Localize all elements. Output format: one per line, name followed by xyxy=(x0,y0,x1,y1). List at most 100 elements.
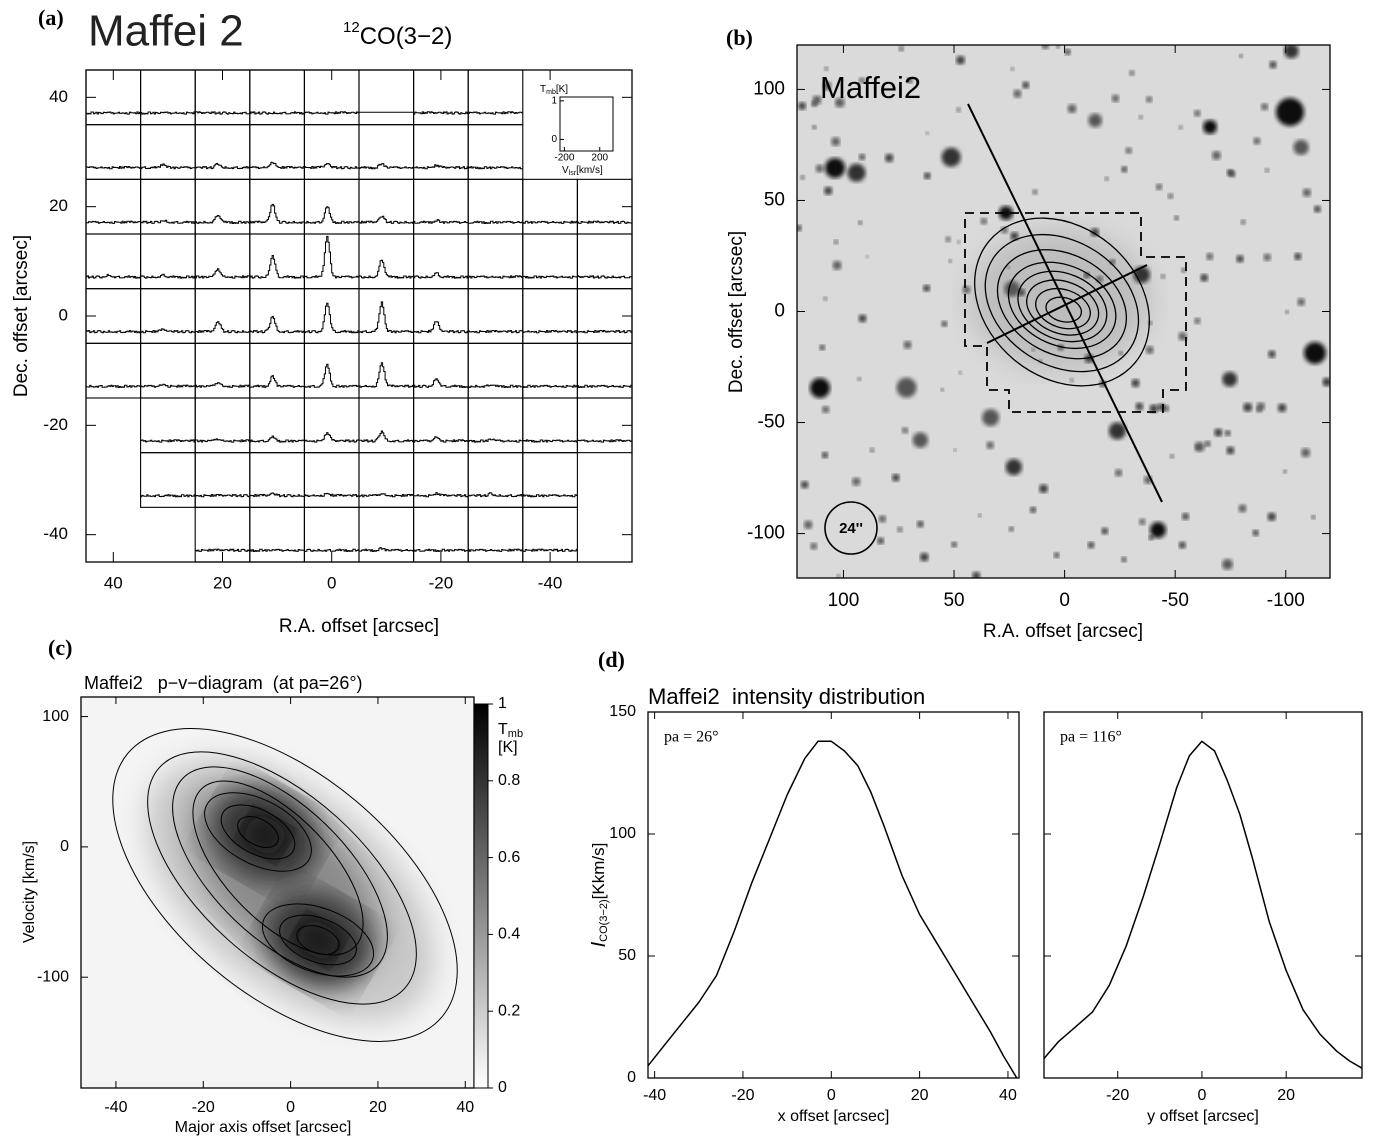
spectrum xyxy=(522,275,578,279)
star xyxy=(1238,54,1243,58)
spectrum xyxy=(249,548,305,552)
spectrum-cell xyxy=(140,288,196,344)
star xyxy=(800,480,809,489)
spectrum-cell xyxy=(85,124,142,180)
x-tick-label: -20 xyxy=(192,1099,215,1116)
contour xyxy=(1026,279,1100,336)
annotation: pa = 116° xyxy=(1060,729,1122,746)
spectrum-cell xyxy=(358,452,415,508)
star xyxy=(892,473,900,482)
star xyxy=(1088,113,1102,128)
spectrum-cell xyxy=(576,342,633,399)
star xyxy=(1174,215,1179,221)
star xyxy=(822,405,830,414)
star xyxy=(1181,267,1187,273)
star xyxy=(857,220,863,225)
star xyxy=(1139,518,1146,525)
spectrum xyxy=(468,111,523,115)
star xyxy=(1206,253,1214,261)
spectrum-cell xyxy=(358,288,415,344)
bright-star xyxy=(1276,98,1304,126)
inset-y-tick-label: 1 xyxy=(551,95,557,106)
star xyxy=(1311,515,1316,520)
spectrum-cell xyxy=(249,69,305,126)
spectrum xyxy=(359,259,414,279)
colorbar-tick-label: 0.4 xyxy=(498,926,520,943)
spectrum xyxy=(304,432,359,443)
star xyxy=(1226,446,1235,455)
spectrum xyxy=(413,164,469,170)
star xyxy=(1200,273,1209,282)
star xyxy=(977,513,982,518)
spectrum xyxy=(195,215,250,224)
inset-y-label: Tmb[K] xyxy=(540,84,568,96)
spectrum-cell xyxy=(358,124,415,180)
spectrum xyxy=(522,439,578,443)
star xyxy=(980,217,988,225)
star xyxy=(1268,350,1276,358)
spectrum-cell xyxy=(413,124,469,180)
star xyxy=(956,55,965,65)
x-tick-label: -40 xyxy=(104,1099,127,1116)
star xyxy=(878,515,887,523)
colorbar-tick-label: 0.2 xyxy=(498,1002,520,1019)
y-tick-label: -20 xyxy=(43,415,68,434)
spectrum-cell xyxy=(85,342,142,399)
x-tick-label: 50 xyxy=(943,590,964,611)
star xyxy=(832,260,842,270)
star xyxy=(1031,348,1035,352)
contour xyxy=(192,780,364,956)
star xyxy=(877,537,884,545)
star xyxy=(925,131,929,135)
star xyxy=(1067,104,1077,114)
contour xyxy=(1035,287,1091,330)
star xyxy=(1285,310,1289,314)
star xyxy=(1121,166,1128,173)
star xyxy=(906,77,913,84)
spectrum xyxy=(304,163,359,170)
spectrum-cell xyxy=(467,342,524,399)
star xyxy=(1178,332,1187,341)
y-axis-label: Dec. offset [arcsec] xyxy=(726,231,747,393)
star xyxy=(1008,526,1014,532)
spectrum xyxy=(413,436,469,443)
spectrum xyxy=(413,219,469,224)
intensity-curve xyxy=(1043,740,1363,1069)
star xyxy=(831,137,841,146)
star xyxy=(1269,61,1277,69)
panel-label: (c) xyxy=(48,635,72,660)
spectrum-cell xyxy=(358,69,415,126)
spectrum xyxy=(249,492,305,498)
star xyxy=(940,387,945,392)
x-axis-label: y offset [arcsec] xyxy=(1147,1108,1259,1125)
spectrum xyxy=(195,382,250,388)
star xyxy=(1214,428,1223,437)
star xyxy=(858,77,865,84)
star xyxy=(1039,484,1048,494)
star xyxy=(1178,125,1183,130)
spectrum-cell xyxy=(413,288,469,344)
star xyxy=(986,441,994,449)
sky-image xyxy=(797,45,1330,578)
spectrum xyxy=(413,111,469,115)
spectrum-cell xyxy=(249,506,305,563)
spectrum xyxy=(195,163,250,170)
panel-label: (d) xyxy=(598,647,625,672)
spectrum xyxy=(249,203,305,224)
panel-label: (b) xyxy=(726,25,753,50)
spectrum xyxy=(86,273,141,279)
y-tick-label: 100 xyxy=(753,78,785,99)
star xyxy=(1301,448,1311,458)
spectrum-cell xyxy=(249,288,305,344)
source-label: Maffei2 xyxy=(820,70,921,105)
spectrum xyxy=(522,384,578,388)
spectrum xyxy=(249,375,305,388)
contour xyxy=(147,751,417,1005)
star xyxy=(1145,346,1154,354)
star xyxy=(824,66,829,71)
star xyxy=(917,520,924,528)
star xyxy=(1121,556,1127,563)
star xyxy=(951,541,957,548)
colorbar-unit: [K] xyxy=(498,739,518,756)
